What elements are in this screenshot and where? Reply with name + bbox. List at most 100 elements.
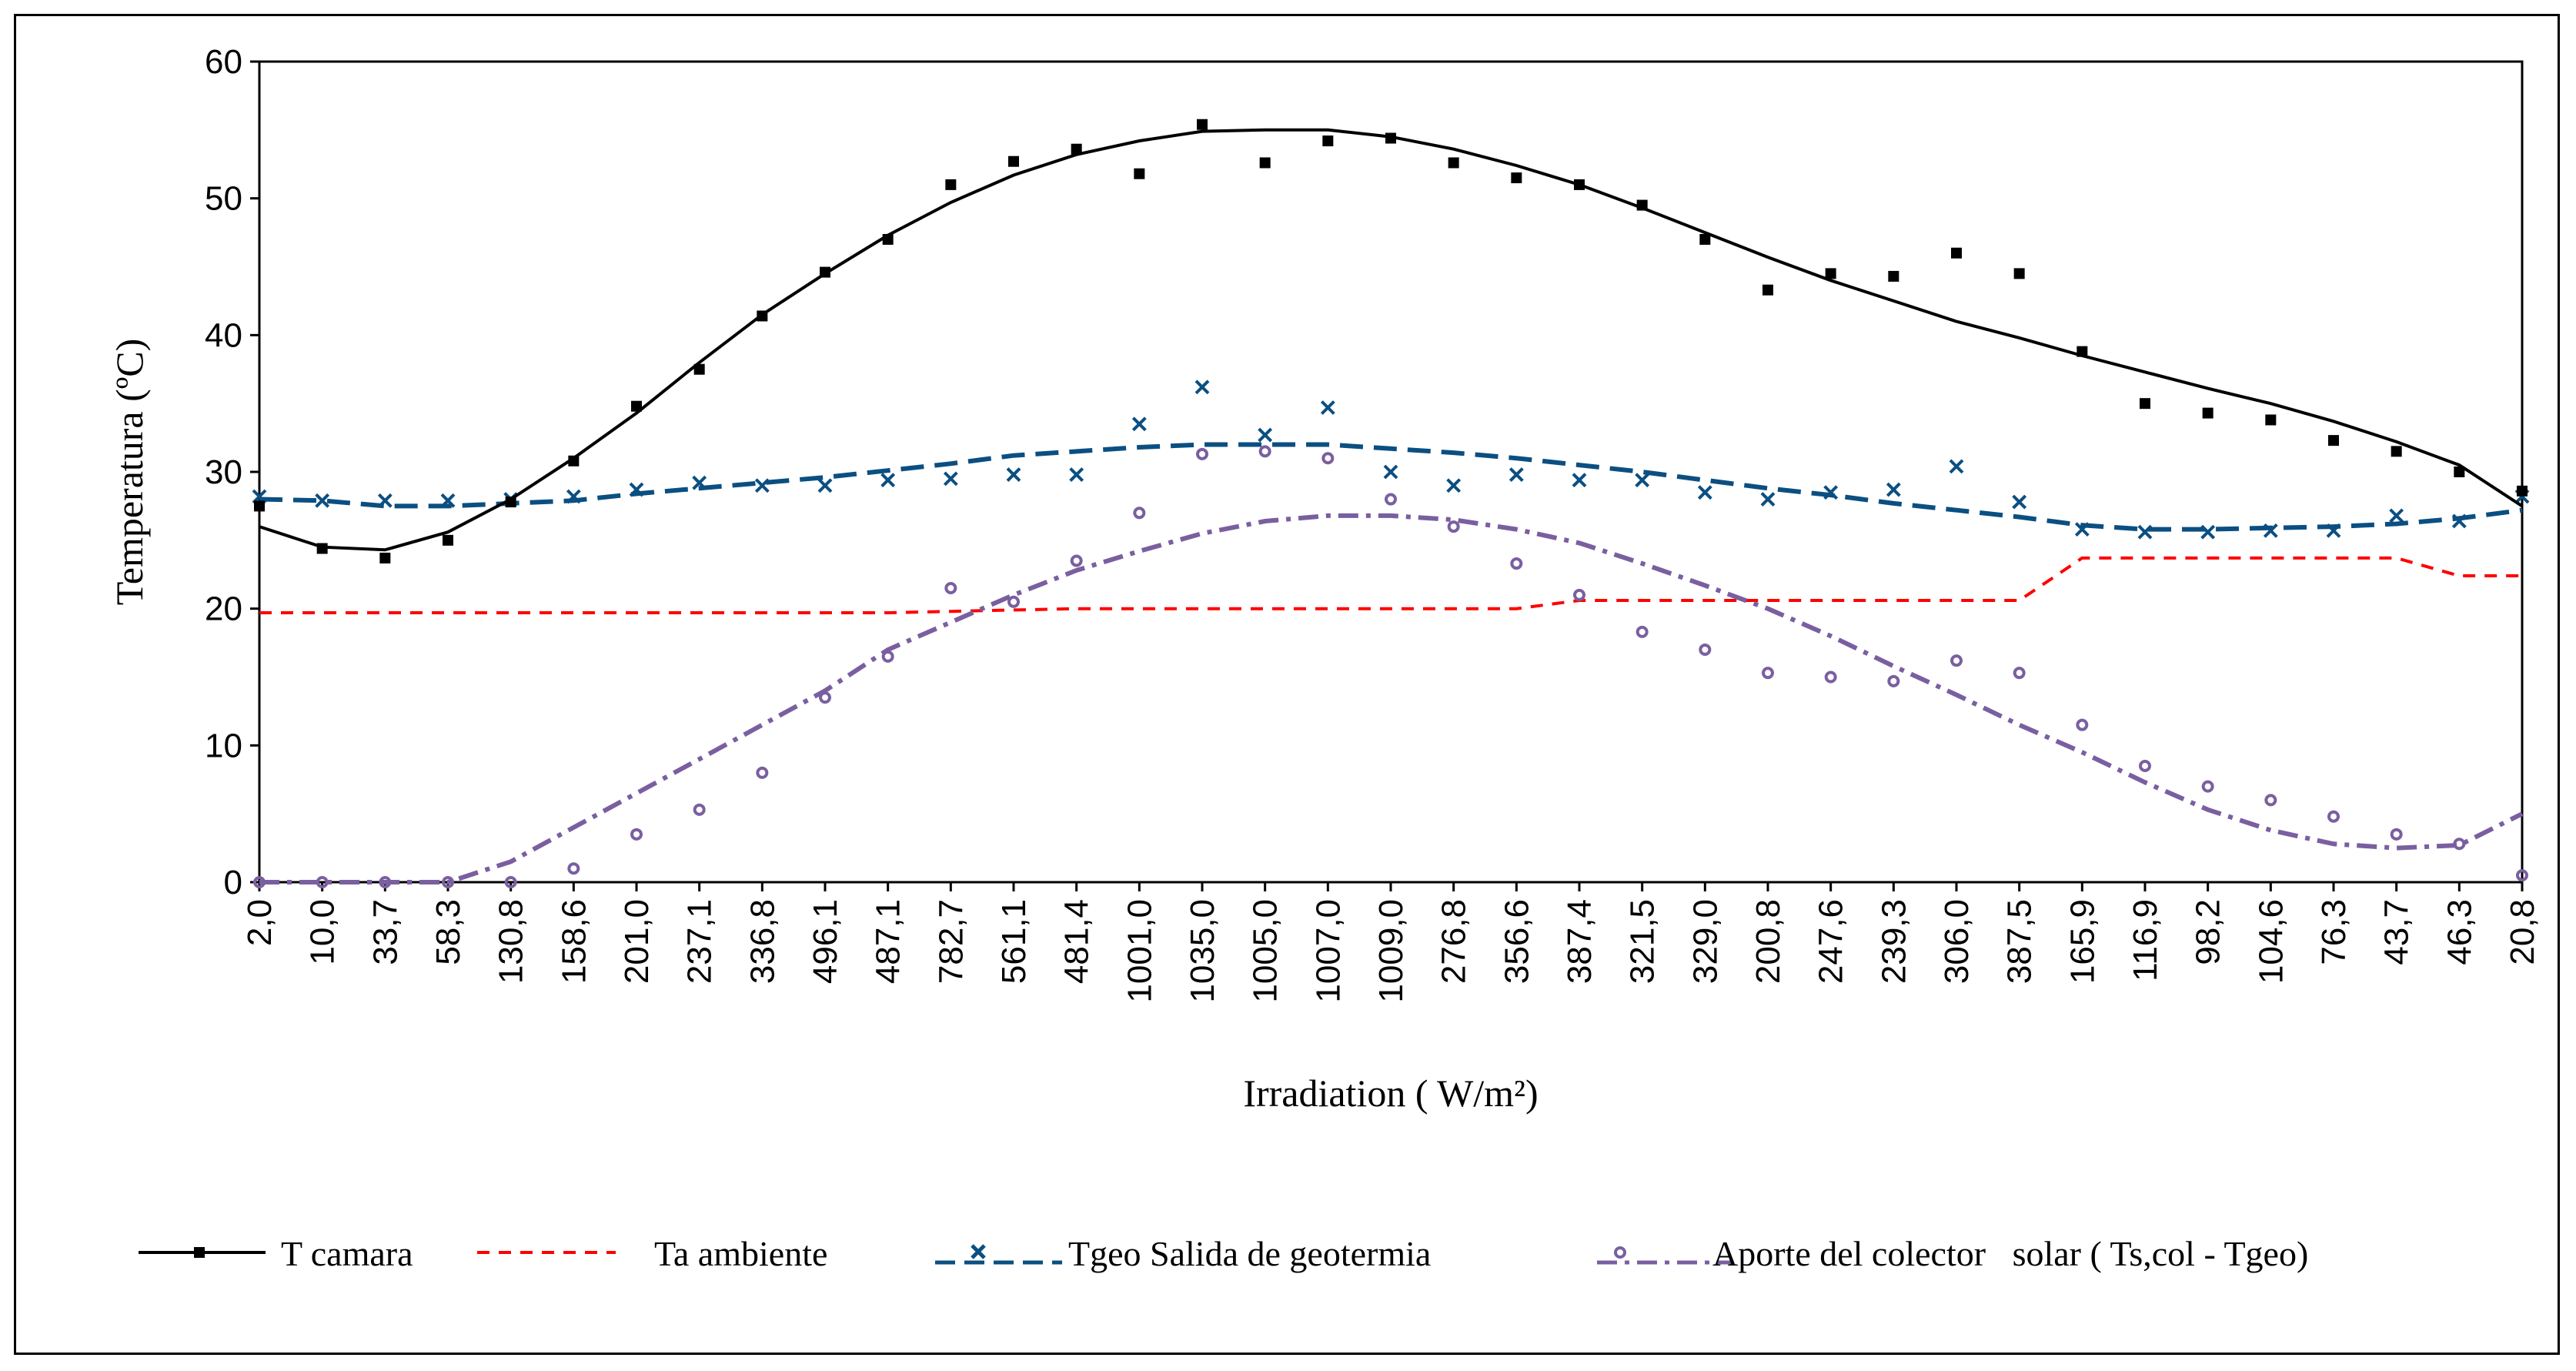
aporte-point xyxy=(2264,794,2277,807)
aporte-point xyxy=(756,766,769,779)
aporte-point xyxy=(2201,780,2214,793)
aporte-point xyxy=(1950,654,1963,667)
y-axis-title: Temperatura (ºC) xyxy=(108,339,151,606)
tgeo-point xyxy=(315,493,330,508)
tcamara-point xyxy=(1636,199,1648,211)
tgeo-point xyxy=(1635,473,1650,488)
aporte-point xyxy=(1196,447,1208,460)
tgeo-point xyxy=(2451,513,2467,529)
y-tick-label: 0 xyxy=(224,864,242,901)
y-tick-label: 60 xyxy=(205,43,242,81)
tgeo-point xyxy=(252,489,267,504)
x-tick-label: 487,1 xyxy=(870,899,907,984)
tcamara-point xyxy=(1762,284,1773,296)
tcamara-point xyxy=(757,310,768,322)
x-tick-label: 1035,0 xyxy=(1184,899,1221,1003)
legend-label-aporte: Aporte del colector solar ( Ts,col - Tge… xyxy=(1712,1234,2308,1273)
tgeo-point xyxy=(1131,416,1147,432)
tcamara-point xyxy=(2202,407,2213,419)
series-aporte-line xyxy=(259,513,2524,884)
aporte-point xyxy=(2139,759,2151,772)
aporte-point xyxy=(1824,670,1837,684)
x-tick-label: 58,3 xyxy=(429,899,467,965)
x-tick-label: 496,1 xyxy=(807,899,844,984)
x-tick-label: 116,9 xyxy=(2127,899,2164,981)
series-layer xyxy=(252,119,2530,888)
tgeo-point xyxy=(1446,478,1462,493)
tcamara-point xyxy=(505,497,516,508)
tcamara-point xyxy=(945,179,957,190)
tcamara-point xyxy=(1699,233,1711,245)
legend-label-tgeo: Tgeo Salida de geotermia xyxy=(1068,1234,1431,1273)
tgeo-point xyxy=(566,489,581,504)
aporte-point xyxy=(819,691,831,704)
x-tick-label: 1007,0 xyxy=(1309,899,1347,1003)
x-tick-label: 306,0 xyxy=(1938,899,1976,984)
tcamara-point xyxy=(1197,119,1208,130)
x-tick-label: 1009,0 xyxy=(1372,899,1410,1003)
tgeo-point xyxy=(2012,494,2027,510)
x-tick-label: 239,3 xyxy=(1875,899,1913,984)
aporte-point xyxy=(1007,595,1020,608)
tcamara-point xyxy=(2391,446,2402,457)
aporte-point xyxy=(1385,493,1397,506)
tgeo-point xyxy=(880,473,896,488)
legend: T camara Ta ambiente Tgeo Salida de geot… xyxy=(139,1234,2308,1273)
tcamara-point xyxy=(631,400,642,412)
aporte-point xyxy=(504,876,517,888)
aporte-point xyxy=(567,862,580,875)
tgeo-point xyxy=(817,478,833,493)
tcamara-point xyxy=(2077,346,2088,357)
tcamara-point xyxy=(443,534,453,546)
tcamara-point xyxy=(568,455,580,466)
tcamara-point xyxy=(2454,466,2465,477)
aporte-point xyxy=(1762,667,1774,680)
tcamara-point xyxy=(882,233,894,245)
x-tick-label: 10,0 xyxy=(304,899,342,965)
tgeo-point xyxy=(2074,522,2090,537)
x-tick-label: 329,0 xyxy=(1686,899,1724,984)
x-tick-label: 561,1 xyxy=(995,899,1033,984)
tcamara-point xyxy=(1825,268,1836,279)
tcamara-point xyxy=(254,500,265,512)
x-tick-label: 98,2 xyxy=(2190,899,2227,965)
tcamara-point xyxy=(1134,168,1145,179)
aporte-point xyxy=(1699,643,1712,656)
tcamara-point xyxy=(1951,247,1962,259)
tgeo-point xyxy=(692,475,707,490)
aporte-point xyxy=(2013,667,2026,680)
tcamara-point xyxy=(1008,155,1019,167)
tgeo-point xyxy=(1760,492,1776,507)
aporte-point xyxy=(944,582,957,595)
tgeo-point xyxy=(754,478,770,493)
x-tick-label: 356,6 xyxy=(1498,899,1535,984)
y-axis: 0 10 20 30 40 50 60 xyxy=(205,43,259,901)
tgeo-point xyxy=(1949,459,1964,474)
tgeo-point xyxy=(377,493,393,508)
x-tick-label: 46,3 xyxy=(2441,899,2478,965)
series-ta-ambiente-line xyxy=(259,556,2522,614)
aporte-point xyxy=(1070,554,1083,567)
tgeo-point xyxy=(943,471,958,487)
x-tick-label: 104,6 xyxy=(2252,899,2290,984)
tgeo-point xyxy=(629,482,644,497)
tgeo-point xyxy=(1886,482,1901,497)
tgeo-point xyxy=(2389,508,2404,523)
tcamara-point xyxy=(2140,398,2150,410)
tgeo-point xyxy=(2200,524,2216,540)
tcamara-point xyxy=(1888,270,1899,282)
tgeo-point xyxy=(1572,473,1587,488)
x-tick-label: 336,8 xyxy=(743,899,781,984)
tcamara-point xyxy=(316,543,328,554)
tcamara-point xyxy=(2265,414,2277,426)
x-axis: 2,0 10,0 33,7 58,3 130,8 158,6 201,0 237,1 336,8… xyxy=(241,882,2541,1003)
aporte-point xyxy=(442,876,454,888)
aporte-point xyxy=(1258,445,1271,458)
x-tick-label: 321,5 xyxy=(1624,899,1662,984)
series-tgeo-line xyxy=(259,442,2523,532)
tcamara-point xyxy=(1511,172,1522,184)
tcamara-point xyxy=(379,552,391,563)
aporte-point xyxy=(316,876,329,888)
tcamara-point xyxy=(1574,179,1585,190)
